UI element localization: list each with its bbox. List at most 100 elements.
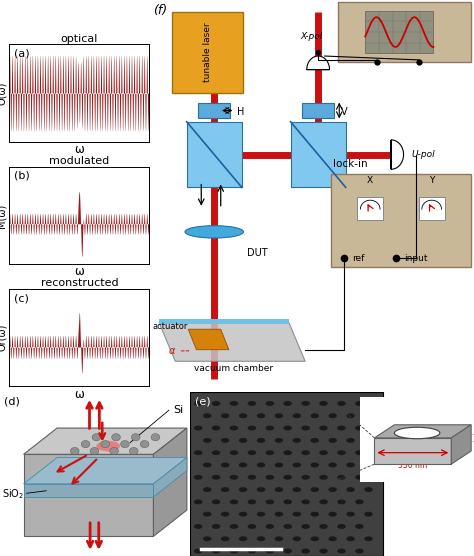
Text: 550 nm: 550 nm: [398, 461, 428, 470]
Circle shape: [346, 487, 355, 492]
Text: Si: Si: [173, 405, 183, 415]
Circle shape: [355, 549, 364, 554]
Circle shape: [265, 499, 274, 504]
Circle shape: [337, 549, 346, 554]
Circle shape: [101, 440, 109, 448]
Circle shape: [221, 413, 229, 418]
Circle shape: [283, 401, 292, 406]
Polygon shape: [159, 322, 305, 361]
Circle shape: [292, 512, 301, 517]
Circle shape: [355, 425, 364, 430]
Circle shape: [247, 401, 256, 406]
Circle shape: [212, 401, 220, 406]
Y-axis label: M(ω): M(ω): [0, 203, 7, 227]
Text: (f): (f): [153, 4, 167, 17]
Circle shape: [310, 413, 319, 418]
FancyBboxPatch shape: [357, 197, 383, 220]
Text: (b): (b): [14, 171, 29, 181]
Circle shape: [319, 499, 328, 504]
Circle shape: [212, 425, 220, 430]
Text: X-pol: X-pol: [301, 32, 323, 41]
Circle shape: [265, 524, 274, 529]
Circle shape: [239, 512, 247, 517]
Circle shape: [239, 413, 247, 418]
Circle shape: [194, 524, 202, 529]
Circle shape: [194, 475, 202, 480]
Polygon shape: [451, 425, 471, 464]
FancyBboxPatch shape: [331, 174, 471, 267]
Circle shape: [346, 537, 355, 541]
Circle shape: [337, 425, 346, 430]
Polygon shape: [391, 140, 403, 169]
Circle shape: [221, 463, 229, 468]
Circle shape: [364, 413, 373, 418]
Circle shape: [319, 425, 328, 430]
Circle shape: [221, 438, 229, 443]
Circle shape: [292, 413, 301, 418]
Circle shape: [319, 450, 328, 455]
Text: H: H: [237, 107, 245, 117]
Circle shape: [283, 450, 292, 455]
Circle shape: [355, 524, 364, 529]
Polygon shape: [154, 428, 187, 537]
Text: X: X: [367, 176, 374, 185]
Circle shape: [328, 413, 337, 418]
Circle shape: [140, 440, 149, 448]
Circle shape: [230, 425, 238, 430]
Title: modulated: modulated: [49, 156, 109, 166]
Circle shape: [247, 549, 256, 554]
Title: reconstructed: reconstructed: [41, 279, 118, 289]
Circle shape: [131, 434, 140, 441]
Polygon shape: [291, 122, 346, 187]
Circle shape: [247, 499, 256, 504]
Circle shape: [194, 499, 202, 504]
Circle shape: [355, 450, 364, 455]
Text: input: input: [404, 254, 428, 262]
Circle shape: [301, 524, 310, 529]
Circle shape: [203, 438, 211, 443]
Circle shape: [221, 487, 229, 492]
Circle shape: [364, 438, 373, 443]
Circle shape: [221, 512, 229, 517]
Circle shape: [212, 524, 220, 529]
Ellipse shape: [96, 441, 120, 451]
Circle shape: [274, 438, 283, 443]
Circle shape: [337, 499, 346, 504]
Y-axis label: Or(ω): Or(ω): [0, 324, 7, 351]
X-axis label: ω: ω: [74, 388, 84, 401]
Circle shape: [247, 524, 256, 529]
FancyBboxPatch shape: [365, 11, 433, 53]
Text: (a): (a): [14, 48, 29, 58]
Circle shape: [230, 499, 238, 504]
Circle shape: [257, 487, 265, 492]
Circle shape: [257, 413, 265, 418]
X-axis label: ω: ω: [74, 265, 84, 279]
FancyBboxPatch shape: [337, 2, 471, 62]
Circle shape: [328, 463, 337, 468]
Circle shape: [310, 512, 319, 517]
Circle shape: [194, 425, 202, 430]
Text: $\alpha$: $\alpha$: [168, 346, 176, 356]
Polygon shape: [24, 484, 154, 497]
FancyBboxPatch shape: [172, 12, 244, 93]
Text: (e): (e): [195, 397, 211, 407]
Circle shape: [230, 475, 238, 480]
Bar: [190, 392, 383, 556]
Text: (d): (d): [4, 397, 20, 407]
Circle shape: [328, 512, 337, 517]
Circle shape: [283, 475, 292, 480]
Circle shape: [292, 438, 301, 443]
Circle shape: [310, 487, 319, 492]
Circle shape: [310, 537, 319, 541]
Text: DUT: DUT: [246, 248, 267, 258]
Ellipse shape: [394, 427, 440, 439]
Circle shape: [212, 499, 220, 504]
Circle shape: [346, 512, 355, 517]
Circle shape: [301, 425, 310, 430]
Circle shape: [283, 524, 292, 529]
Circle shape: [274, 487, 283, 492]
Circle shape: [319, 475, 328, 480]
Circle shape: [239, 463, 247, 468]
Circle shape: [257, 438, 265, 443]
Circle shape: [265, 549, 274, 554]
